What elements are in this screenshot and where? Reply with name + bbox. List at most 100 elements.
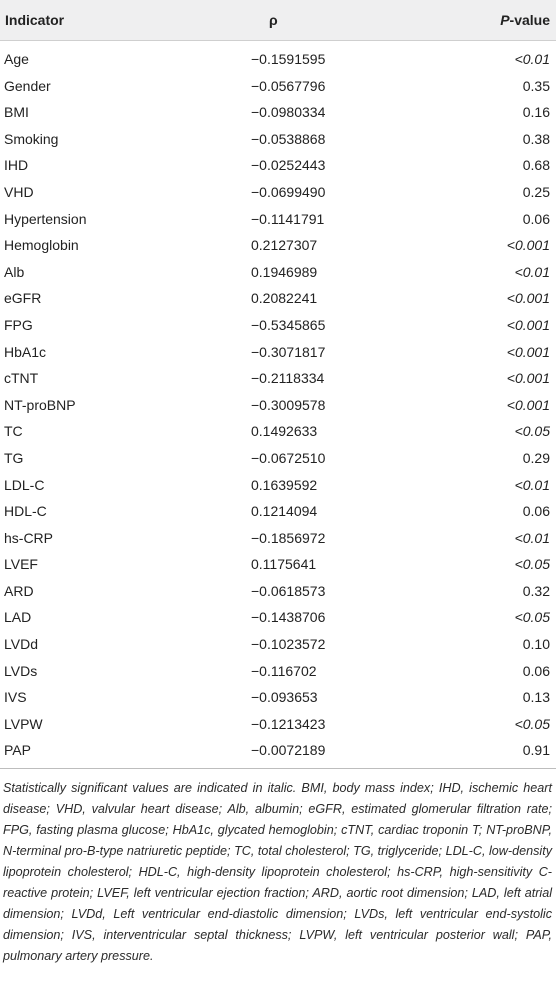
cell-p-value: 0.16 [522,104,550,121]
table-row: Gender −0.0567796 0.35 [0,72,556,99]
cell-indicator: IHD [4,157,29,174]
cell-p-value: 0.38 [522,130,550,147]
cell-indicator: LVEF [4,556,38,573]
cell-indicator: TG [4,449,24,466]
cell-rho: −0.1213423 [251,715,326,732]
cell-p-value: 0.06 [522,503,550,520]
cell-indicator: cTNT [4,370,39,387]
cell-rho: −0.3071817 [251,343,326,360]
cell-p-value: <0.001 [506,396,550,413]
cell-indicator: TC [4,423,23,440]
cell-indicator: NT-proBNP [4,396,76,413]
cell-p-value: 0.29 [522,449,550,466]
table-footnote: Statistically significant values are ind… [3,781,552,963]
cell-p-value: 0.32 [522,582,550,599]
header-p-value: P-value [500,12,550,28]
cell-p-value: <0.001 [506,343,550,360]
cell-p-value: <0.05 [514,423,550,440]
cell-rho: −0.093653 [251,689,318,706]
table-row: Age −0.1591595 <0.01 [0,45,556,72]
table-row: NT-proBNP −0.3009578 <0.001 [0,391,556,418]
header-rho: ρ [269,12,278,28]
cell-rho: −0.0072189 [251,742,326,759]
table-row: hs-CRP −0.1856972 <0.01 [0,524,556,551]
table-row: LVDs −0.116702 0.06 [0,657,556,684]
cell-rho: −0.0618573 [251,582,326,599]
cell-rho: 0.2127307 [251,237,318,254]
cell-rho: −0.1438706 [251,609,326,626]
cell-rho: −0.1141791 [251,210,325,227]
header-indicator: Indicator [5,12,65,28]
cell-p-value: 0.35 [522,77,550,94]
cell-indicator: Alb [4,263,25,280]
cell-p-value: 0.06 [522,662,550,679]
cell-rho: 0.1175641 [251,556,317,573]
cell-indicator: HDL-C [4,503,47,520]
table-row: LDL-C 0.1639592 <0.01 [0,471,556,498]
cell-p-value: 0.25 [522,183,550,200]
table-row: LVEF 0.1175641 <0.05 [0,550,556,577]
footnote-divider [0,768,556,769]
cell-p-value: <0.001 [506,370,550,387]
table-row: IHD −0.0252443 0.68 [0,151,556,178]
cell-indicator: Smoking [4,130,59,147]
cell-indicator: HbA1c [4,343,47,360]
table-row: Hypertension −0.1141791 0.06 [0,205,556,232]
table-header: Indicator ρ P-value [0,0,556,41]
cell-rho: −0.2118334 [251,370,325,387]
cell-indicator: VHD [4,183,34,200]
cell-rho: 0.1639592 [251,476,318,493]
cell-p-value: <0.001 [506,316,550,333]
table-row: Alb 0.1946989 <0.01 [0,258,556,285]
table-row: LVPW −0.1213423 <0.05 [0,710,556,737]
cell-indicator: ARD [4,582,34,599]
cell-indicator: PAP [4,742,31,759]
cell-indicator: BMI [4,104,29,121]
cell-indicator: Hemoglobin [4,237,79,254]
table-row: cTNT −0.2118334 <0.001 [0,364,556,391]
cell-indicator: LAD [4,609,32,626]
cell-rho: 0.1214094 [251,503,318,520]
cell-p-value: <0.01 [514,476,550,493]
cell-indicator: LVDs [4,662,38,679]
cell-indicator: Age [4,51,29,67]
cell-indicator: eGFR [4,290,42,307]
header-p-italic: P [500,12,510,28]
table-row: ARD −0.0618573 0.32 [0,577,556,604]
table-row: HDL-C 0.1214094 0.06 [0,497,556,524]
cell-p-value: <0.05 [514,609,550,626]
cell-p-value: 0.91 [522,742,550,759]
table-row: TG −0.0672510 0.29 [0,444,556,471]
cell-indicator: FPG [4,316,33,333]
cell-rho: −0.0252443 [251,157,326,174]
cell-rho: −0.1856972 [251,529,326,546]
table-row: HbA1c −0.3071817 <0.001 [0,338,556,365]
table-row: IVS −0.093653 0.13 [0,683,556,710]
table-row: FPG −0.5345865 <0.001 [0,311,556,338]
cell-p-value: 0.10 [522,636,550,653]
cell-rho: −0.5345865 [251,316,326,333]
cell-p-value: <0.01 [514,529,550,546]
cell-p-value: 0.13 [522,689,550,706]
table-row: LAD −0.1438706 <0.05 [0,603,556,630]
cell-p-value: <0.05 [514,715,550,732]
table-row: BMI −0.0980334 0.16 [0,98,556,125]
cell-indicator: LVPW [4,715,43,732]
cell-rho: −0.1591595 [251,51,326,67]
cell-indicator: hs-CRP [4,529,54,546]
cell-indicator: Gender [4,77,51,94]
cell-indicator: LVDd [4,636,38,653]
cell-rho: −0.0980334 [251,104,326,121]
cell-rho: 0.1492633 [251,423,318,440]
cell-p-value: <0.05 [514,556,550,573]
cell-rho: −0.3009578 [251,396,326,413]
cell-p-value: <0.01 [514,51,550,67]
table-row: Smoking −0.0538868 0.38 [0,125,556,152]
cell-indicator: IVS [4,689,27,706]
cell-rho: 0.2082241 [251,290,318,307]
table-body: Age −0.1591595 <0.01 Gender −0.0567796 0.35 BM… [0,45,556,763]
cell-p-value: <0.01 [514,263,550,280]
cell-rho: −0.0538868 [251,130,326,147]
cell-rho: −0.1023572 [251,636,326,653]
